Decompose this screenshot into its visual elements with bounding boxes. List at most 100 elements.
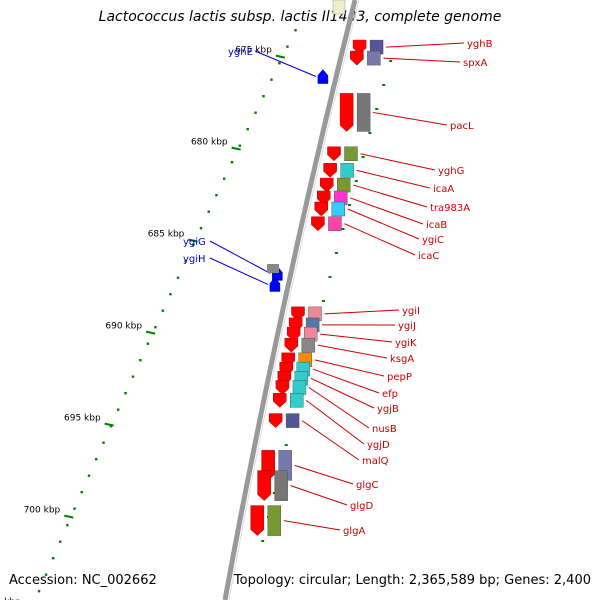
gene-label-ksgA: ksgA <box>390 354 414 365</box>
gene-label-ygiC: ygiC <box>422 235 444 246</box>
ruler-dot <box>261 540 265 542</box>
scale-tick <box>275 54 286 59</box>
ruler-dot <box>169 293 172 296</box>
gene-leader-line <box>290 485 348 506</box>
cog-box <box>328 216 342 231</box>
ruler-dot <box>322 300 325 302</box>
ruler-dot <box>176 276 180 279</box>
gene-label-icaB: icaB <box>426 220 447 231</box>
gene-leader-line <box>320 333 393 343</box>
ruler-dot <box>80 491 83 494</box>
ruler-dot <box>124 392 127 395</box>
ruler-dot <box>375 108 379 110</box>
gene-leader-line <box>344 223 416 256</box>
gene-leader-line <box>314 359 385 377</box>
ruler-dot <box>389 60 393 62</box>
reverse-gene-arrow <box>275 380 290 395</box>
scale-tick-label: 700 kbp <box>24 506 61 516</box>
ruler-dot <box>66 524 69 527</box>
reverse-gene-arrow <box>311 216 325 232</box>
gene-label-yghG: yghG <box>438 166 464 177</box>
scale-tick-label: 685 kbp <box>148 230 185 240</box>
gene-label-ygiG: ygiG <box>183 237 206 248</box>
gene-leader-line <box>347 208 420 240</box>
cog-box <box>367 50 381 66</box>
reverse-gene-arrow <box>323 163 337 178</box>
scale-tick-label: 695 kbp <box>64 414 101 424</box>
forward-gene-arrow <box>269 277 281 292</box>
feature-box <box>332 0 346 15</box>
gene-label-spxA: spxA <box>463 58 487 69</box>
cog-box <box>344 146 358 162</box>
reverse-gene-arrow <box>339 93 354 132</box>
reverse-gene-arrow <box>268 413 283 428</box>
ruler-dot <box>382 84 386 86</box>
gene-leader-line <box>301 420 360 461</box>
gene-label-nusB: nusB <box>372 424 397 435</box>
gene-label-yghB: yghB <box>467 39 493 50</box>
ruler-dot <box>348 204 352 206</box>
ruler-dot <box>223 177 226 180</box>
forward-gene-arrow <box>317 69 329 84</box>
ruler-dot <box>154 326 157 329</box>
reverse-gene-arrow <box>250 505 265 536</box>
ruler-dot <box>254 111 257 114</box>
ruler-dot <box>184 260 187 263</box>
ruler-dot <box>238 144 242 147</box>
gene-leader-line <box>386 42 465 48</box>
gene-leader-line <box>360 153 436 171</box>
ruler-dot <box>95 458 98 461</box>
ruler-dot <box>44 573 48 576</box>
scale-tick <box>188 238 198 243</box>
gene-leader-line <box>353 184 428 208</box>
ruler-dot <box>262 95 265 98</box>
ruler-dot <box>341 228 345 230</box>
cog-box <box>290 393 304 408</box>
gene-label-icaC: icaC <box>418 251 439 262</box>
feature-box <box>267 264 279 273</box>
scale-tick <box>145 330 156 335</box>
ruler-dot <box>272 492 276 494</box>
ruler-dot <box>328 276 332 278</box>
gene-label-glgD: glgD <box>350 501 373 512</box>
gene-label-icaA: icaA <box>433 184 454 195</box>
ruler-dot <box>73 507 76 510</box>
ruler-dot <box>207 210 210 213</box>
forward-strand-genes: yghE ygiG ygiH <box>183 47 329 292</box>
cog-box <box>285 413 300 428</box>
ruler-dot <box>131 375 135 378</box>
ruler-dot <box>161 309 165 312</box>
reverse-gene-arrow <box>284 337 299 353</box>
gene-leader-line <box>305 399 365 445</box>
backbone-edge <box>228 0 360 600</box>
gene-leader-line <box>209 257 269 285</box>
gene-leader-line <box>308 387 370 429</box>
scale-tick <box>104 422 114 427</box>
reverse-gene-arrow <box>273 393 287 408</box>
gene-label-pacL: pacL <box>450 121 474 132</box>
gene-label-ygiH: ygiH <box>183 254 206 265</box>
gene-leader-line <box>317 344 388 359</box>
ruler-dot <box>59 540 62 543</box>
gene-label-ygiJ: ygiJ <box>398 321 416 332</box>
gene-label-ygiI: ygiI <box>402 306 420 317</box>
gene-label-yghE: yghE <box>228 47 253 58</box>
gene-leader-line <box>383 57 461 63</box>
gene-leader-line <box>356 169 431 189</box>
map-title: Lactococcus lactis subsp. lactis Il1403,… <box>98 9 502 25</box>
reverse-gene-arrow <box>350 50 364 66</box>
gene-leader-line <box>312 368 380 394</box>
scale-tick <box>64 514 74 519</box>
ruler-dot <box>284 444 288 446</box>
ruler-dot <box>102 441 105 444</box>
ruler-dot <box>230 161 234 164</box>
gene-label-tra983A: tra983A <box>430 203 470 214</box>
ruler-dot <box>334 252 338 254</box>
scale-tick <box>231 146 241 151</box>
gene-leader-line <box>283 520 341 531</box>
ruler-dot <box>246 128 249 131</box>
gene-leader-line <box>350 197 424 225</box>
ruler-dot <box>294 29 297 32</box>
